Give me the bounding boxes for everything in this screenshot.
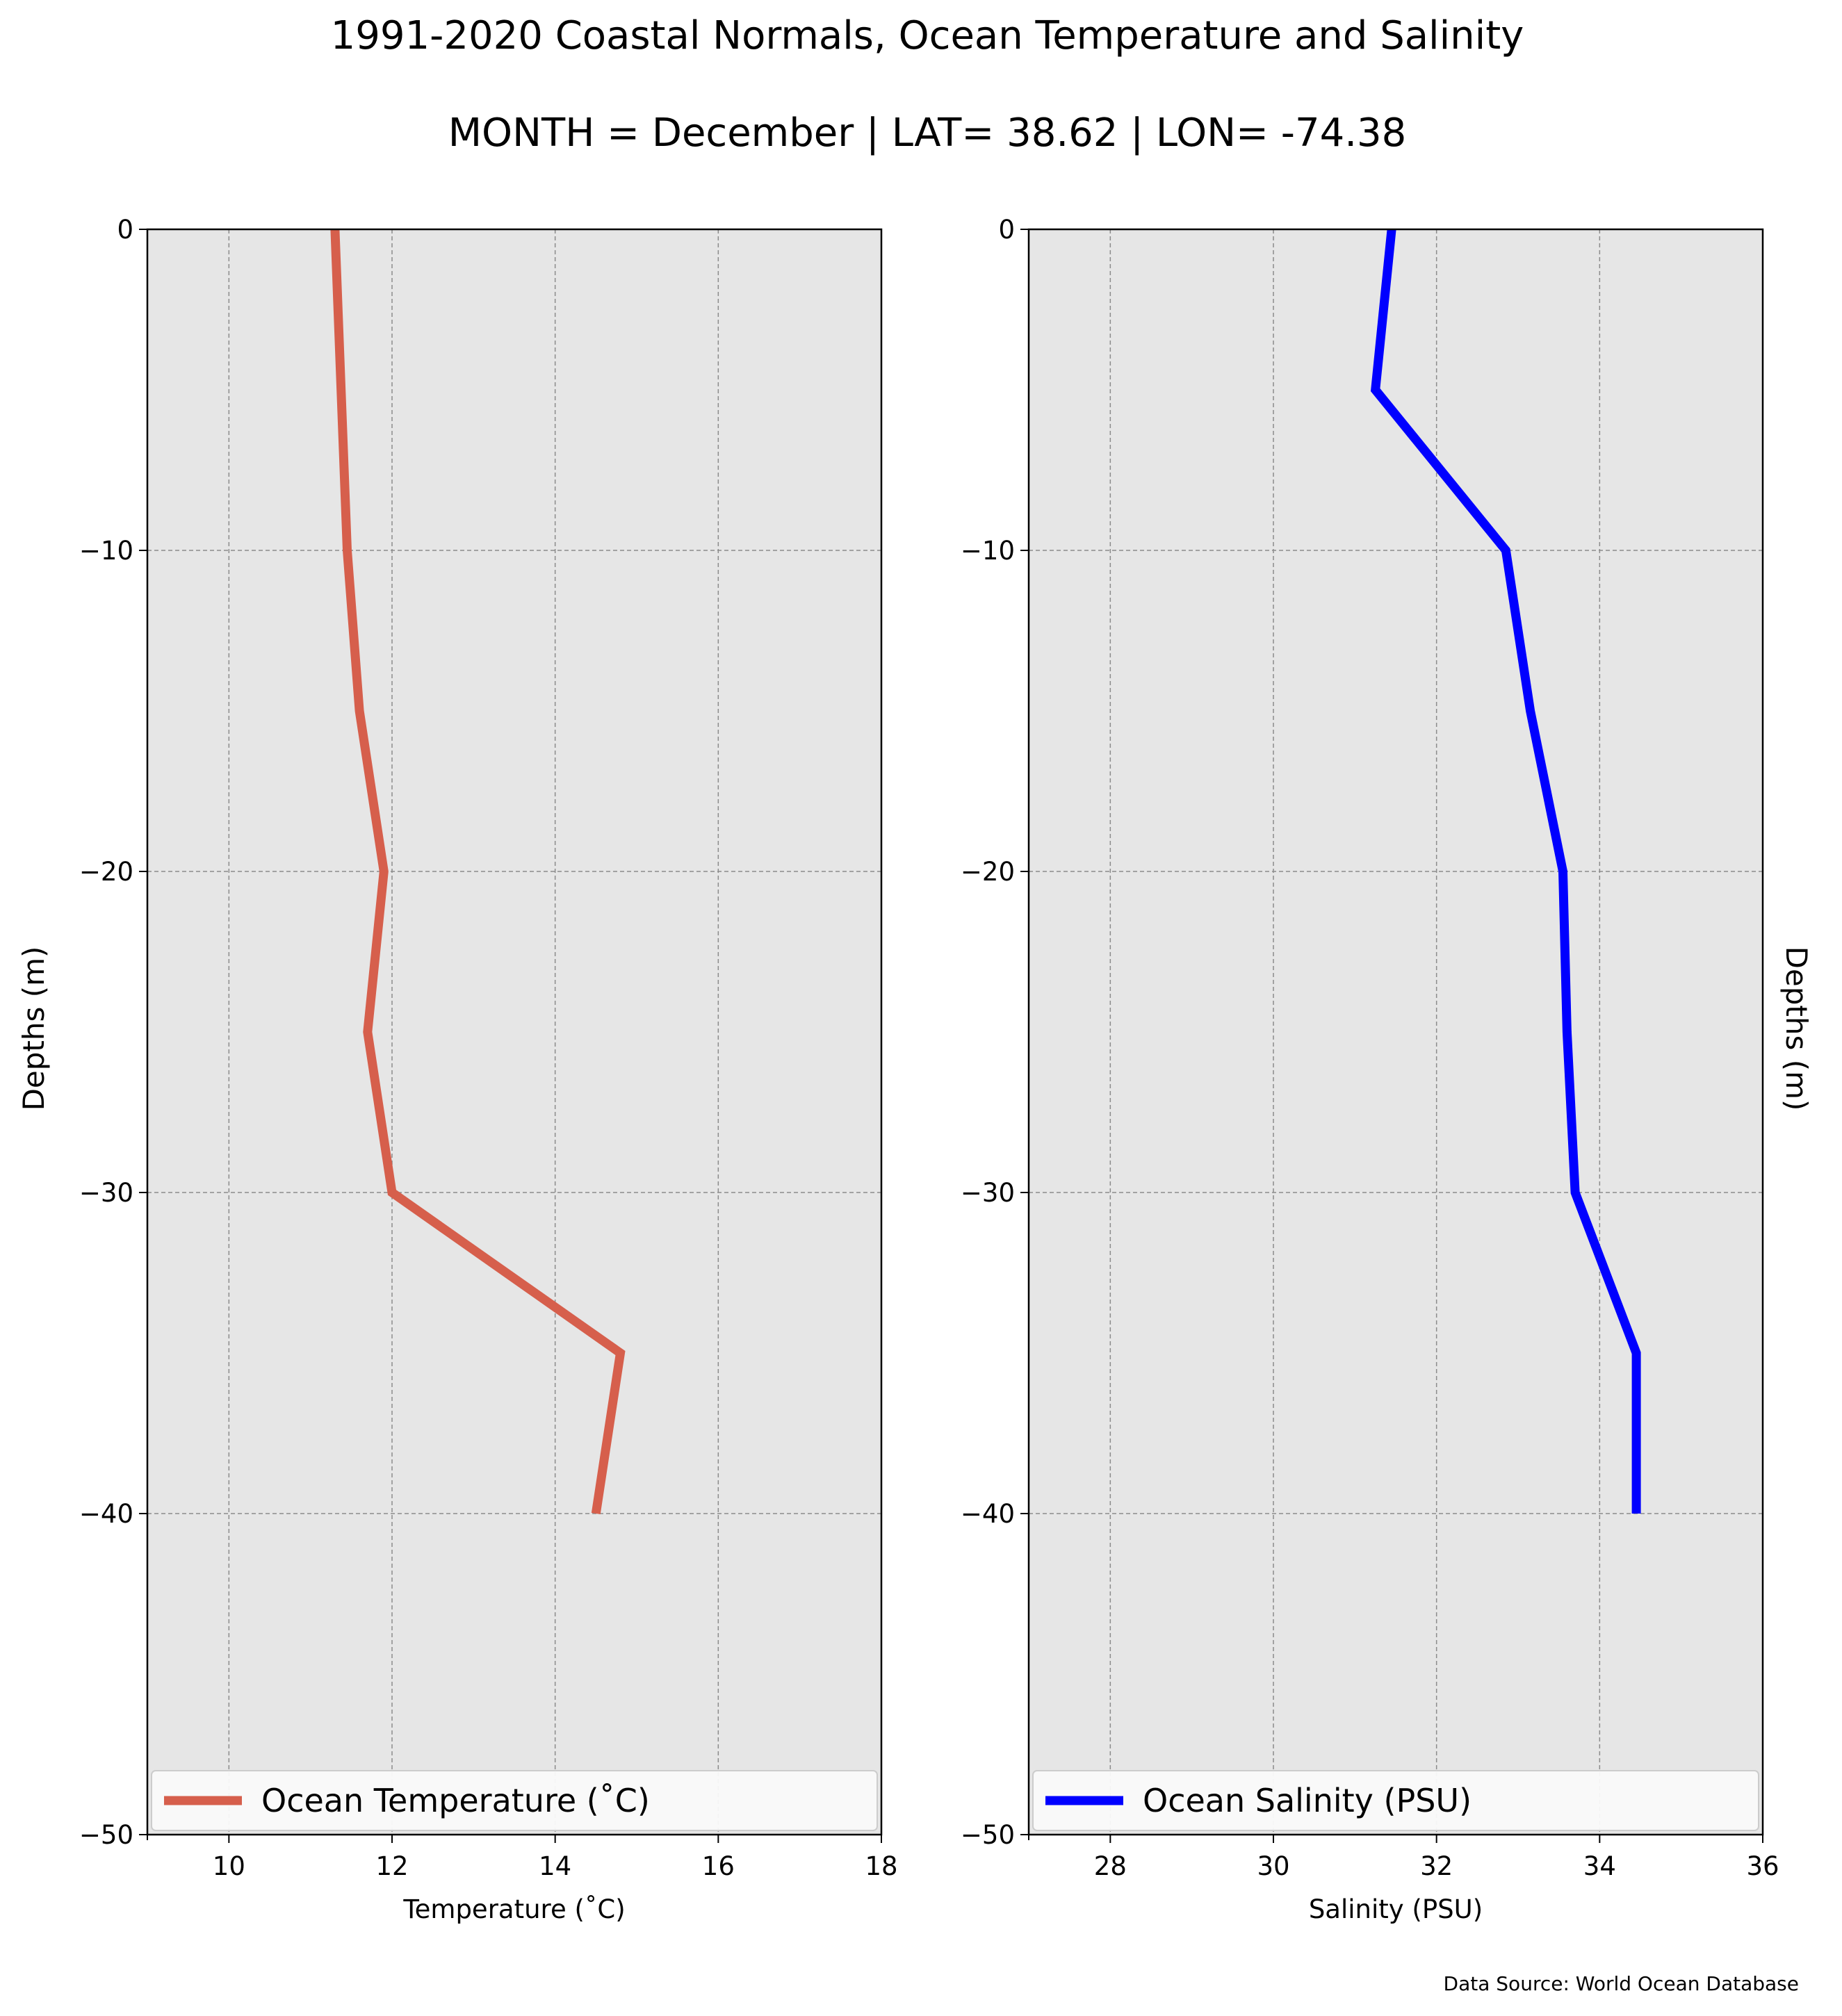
temperature-x-axis-label: Temperature (˚C) [402,1894,625,1924]
temperature-axes-frame [146,228,883,1836]
salinity-plot-area [1029,229,1763,1835]
temperature-y-tick-label: −50 [79,1820,133,1850]
salinity-x-tick-label: 28 [1094,1851,1127,1881]
right-y-axis-label: Depths (m) [1779,946,1814,1111]
temperature-x-tick-label: 18 [865,1851,897,1881]
salinity-x-tick-label: 32 [1420,1851,1453,1881]
salinity-y-tick-label: −10 [961,536,1015,566]
chart-subtitle: MONTH = December | LAT= 38.62 | LON= -74… [448,110,1407,156]
temperature-y-tick-label: −40 [79,1499,133,1529]
temperature-x-tick-label: 16 [702,1851,735,1881]
temperature-x-tick-label: 10 [213,1851,245,1881]
temperature-legend-label: Ocean Temperature (˚C) [261,1782,650,1819]
salinity-x-tick-label: 36 [1746,1851,1779,1881]
temperature-y-tick-label: −30 [79,1178,133,1208]
salinity-x-tick-label: 30 [1257,1851,1289,1881]
temperature-x-tick-label: 12 [375,1851,408,1881]
data-source: Data Source: World Ocean Database [1444,1972,1799,1995]
salinity-y-tick-label: 0 [998,215,1015,245]
salinity-x-tick-label: 34 [1583,1851,1616,1881]
temperature-y-tick-label: 0 [117,215,133,245]
temperature-panel: 10 12 14 16 18 0 −10 −20 −30 −40 −50 Ocean Temperat… [79,215,898,1924]
salinity-series-line [1370,229,1641,1514]
salinity-axes-frame [1027,228,1764,1836]
temperature-plot-area [147,229,881,1835]
temperature-y-tick-label: −20 [79,857,133,887]
salinity-panel: 28 30 32 34 36 0 −10 −20 −30 −40 −50 Ocean Salinity… [961,215,1779,1924]
salinity-y-tick-label: −30 [961,1178,1015,1208]
temperature-y-tick-label: −10 [79,536,133,566]
salinity-y-tick-label: −20 [961,857,1015,887]
salinity-y-tick-label: −40 [961,1499,1015,1529]
temperature-series-line [330,229,626,1514]
left-y-axis-label: Depths (m) [17,946,51,1111]
salinity-legend-box [1032,1770,1759,1831]
temperature-legend-box [151,1770,878,1831]
salinity-x-axis-label: Salinity (PSU) [1309,1894,1483,1924]
temperature-x-tick-label: 14 [539,1851,571,1881]
salinity-legend-label: Ocean Salinity (PSU) [1143,1782,1472,1819]
chart-title: 1991-2020 Coastal Normals, Ocean Tempera… [331,13,1524,58]
salinity-y-tick-label: −50 [961,1820,1015,1850]
